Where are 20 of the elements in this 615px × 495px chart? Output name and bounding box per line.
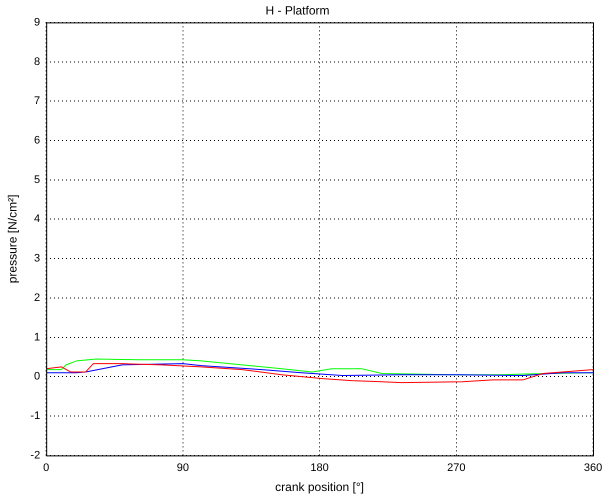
y-tick-label: -1 [30, 410, 40, 422]
x-tick-label: 270 [447, 462, 466, 474]
x-axis-title: crank position [°] [275, 480, 364, 494]
y-tick-label: 5 [34, 174, 40, 186]
y-axis-title: pressure [N/cm²] [6, 194, 20, 284]
y-tick-label: 6 [34, 134, 40, 147]
y-tick-label: 3 [34, 252, 40, 265]
y-tick-label: 9 [34, 16, 40, 28]
x-tick-label: 180 [310, 462, 329, 474]
y-tick-label: 7 [34, 95, 40, 108]
y-tick-label: 0 [34, 370, 40, 383]
chart-title: H - Platform [265, 4, 330, 18]
y-tick-label: 4 [34, 213, 40, 226]
y-tick-label: 8 [34, 56, 40, 68]
x-tick-label: 0 [43, 462, 50, 474]
y-tick-label: -2 [30, 449, 40, 462]
x-tick-label: 360 [584, 462, 602, 474]
y-tick-label: 2 [34, 292, 40, 304]
x-tick-label: 90 [176, 462, 190, 474]
y-tick-label: 1 [34, 331, 40, 344]
